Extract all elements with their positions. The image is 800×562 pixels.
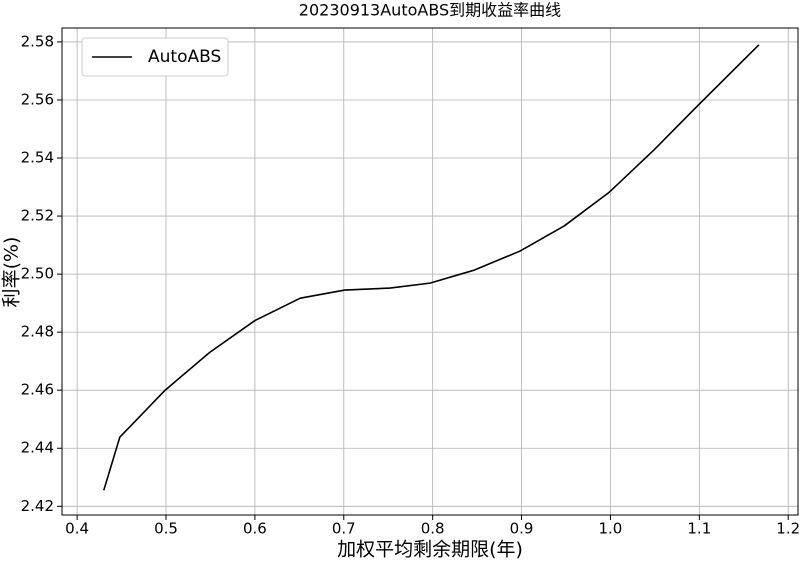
x-axis-label: 加权平均剩余期限(年): [337, 539, 523, 561]
plot-frame: [61, 27, 799, 516]
y-tick-label: 2.42: [21, 497, 54, 515]
chart-title: 20230913AutoABS到期收益率曲线: [299, 1, 561, 20]
y-tick-label: 2.50: [21, 265, 54, 283]
y-tick-label: 2.46: [21, 381, 54, 399]
x-tick-label: 0.9: [510, 520, 534, 538]
x-tick-label: 0.7: [332, 520, 356, 538]
y-tick-label: 2.58: [21, 32, 54, 50]
y-tick-label: 2.44: [21, 439, 54, 457]
x-tick-label: 1.0: [599, 520, 623, 538]
y-tick-label: 2.54: [21, 149, 54, 167]
x-tick-label: 1.1: [687, 520, 711, 538]
y-tick-label: 2.56: [21, 90, 54, 108]
x-tick-label: 0.5: [154, 520, 178, 538]
y-axis-label: 利率(%): [1, 237, 23, 308]
data-line: [103, 44, 760, 491]
y-tick-label: 2.48: [21, 323, 54, 341]
x-tick-label: 1.2: [776, 520, 800, 538]
legend-label: AutoABS: [148, 47, 221, 67]
x-tick-label: 0.6: [243, 520, 267, 538]
x-tick-label: 0.8: [421, 520, 445, 538]
x-tick-label: 0.4: [65, 520, 89, 538]
legend-box: [81, 37, 229, 77]
y-tick-label: 2.52: [21, 207, 54, 225]
